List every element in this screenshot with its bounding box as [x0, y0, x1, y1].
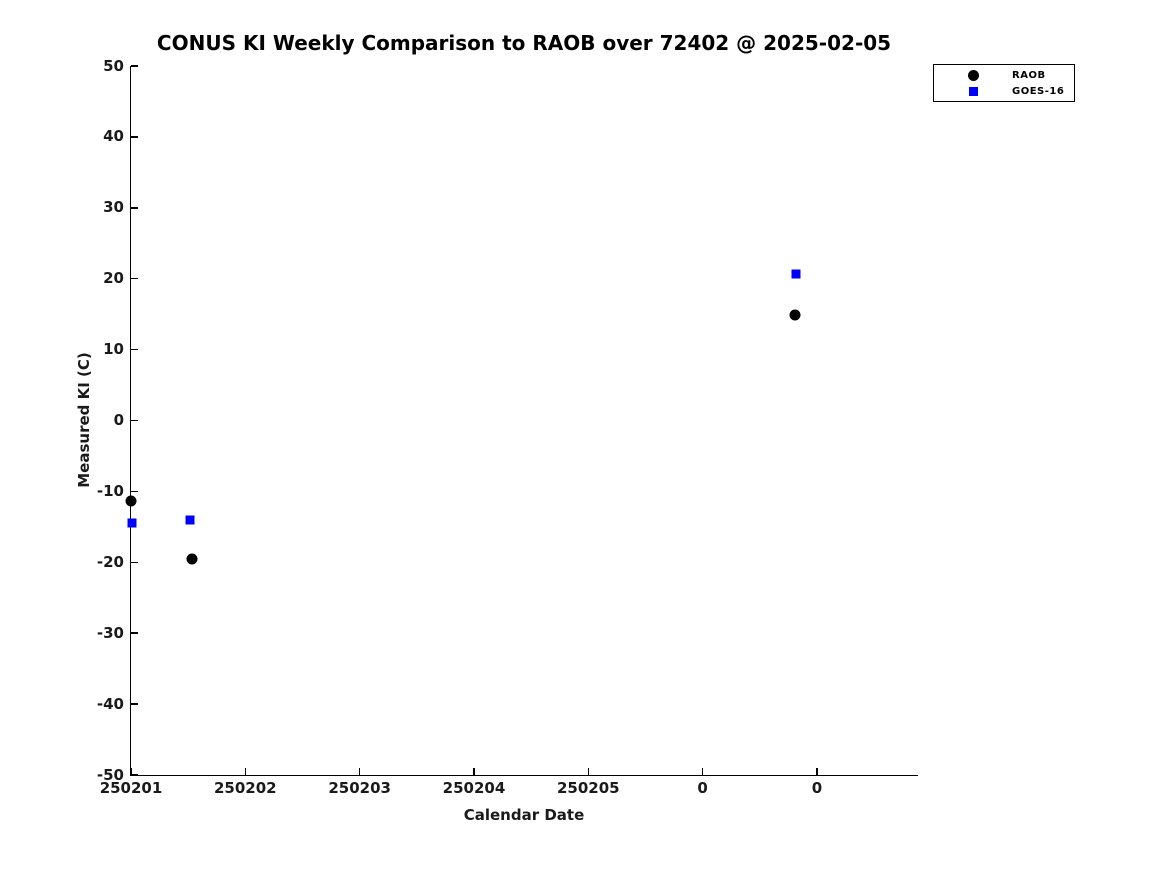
y-tick — [131, 65, 138, 67]
x-tick — [473, 768, 475, 775]
y-tick — [131, 490, 138, 493]
data-point-goes-16 — [185, 515, 195, 525]
x-tick-label: 0 — [811, 779, 823, 797]
data-point-raob — [789, 309, 801, 321]
y-tick-label: 40 — [103, 127, 124, 146]
y-tick-label: -20 — [96, 552, 124, 571]
data-point-goes-16 — [791, 269, 801, 279]
legend-item-raob: RAOB — [934, 67, 1074, 83]
circle-marker-icon — [967, 69, 979, 81]
y-tick — [131, 207, 138, 209]
y-axis-line — [129, 66, 131, 776]
y-tick-label: 0 — [113, 411, 124, 429]
x-tick-label: 250201 — [99, 779, 163, 797]
y-tick-label: -30 — [96, 623, 124, 642]
x-axis-title: Calendar Date — [463, 806, 585, 824]
x-tick-label: 250205 — [556, 779, 620, 797]
legend-marker-cell — [934, 69, 1012, 81]
data-point-raob — [186, 553, 198, 565]
legend-label-raob: RAOB — [1012, 69, 1046, 81]
y-tick-label: 10 — [103, 340, 124, 359]
x-tick — [358, 768, 361, 775]
y-axis-title: Measured KI (C) — [75, 352, 93, 488]
square-marker-icon — [968, 86, 978, 96]
y-tick — [131, 419, 138, 422]
y-tick-label: -40 — [96, 694, 124, 713]
y-tick — [131, 277, 138, 280]
x-axis-line — [129, 774, 918, 776]
y-tick-label: -50 — [96, 765, 124, 784]
x-tick — [587, 768, 590, 775]
x-tick — [816, 768, 818, 775]
y-tick-label: -10 — [96, 481, 124, 500]
y-tick — [131, 703, 138, 705]
y-tick-label: 50 — [103, 56, 124, 75]
data-point-raob — [125, 495, 137, 507]
x-tick — [130, 768, 132, 775]
y-tick — [131, 136, 138, 138]
y-tick — [131, 561, 138, 564]
x-tick — [244, 768, 247, 775]
legend-label-goes16: GOES-16 — [1012, 85, 1065, 97]
legend-item-goes16: GOES-16 — [934, 83, 1074, 99]
y-tick-label: 30 — [103, 198, 124, 217]
x-tick-label: 250204 — [442, 779, 506, 797]
x-tick-label: 250202 — [214, 779, 277, 797]
legend-marker-cell — [934, 86, 1012, 96]
x-tick-label: 0 — [697, 779, 708, 797]
y-tick — [131, 774, 138, 776]
y-tick — [131, 632, 138, 634]
x-tick — [701, 768, 704, 775]
chart-title: CONUS KI Weekly Comparison to RAOB over … — [156, 31, 892, 55]
data-point-goes-16 — [127, 518, 137, 528]
x-tick-label: 250203 — [328, 779, 391, 797]
y-tick — [131, 348, 138, 351]
legend: RAOB GOES-16 — [933, 64, 1075, 102]
y-tick-label: 20 — [103, 269, 124, 288]
